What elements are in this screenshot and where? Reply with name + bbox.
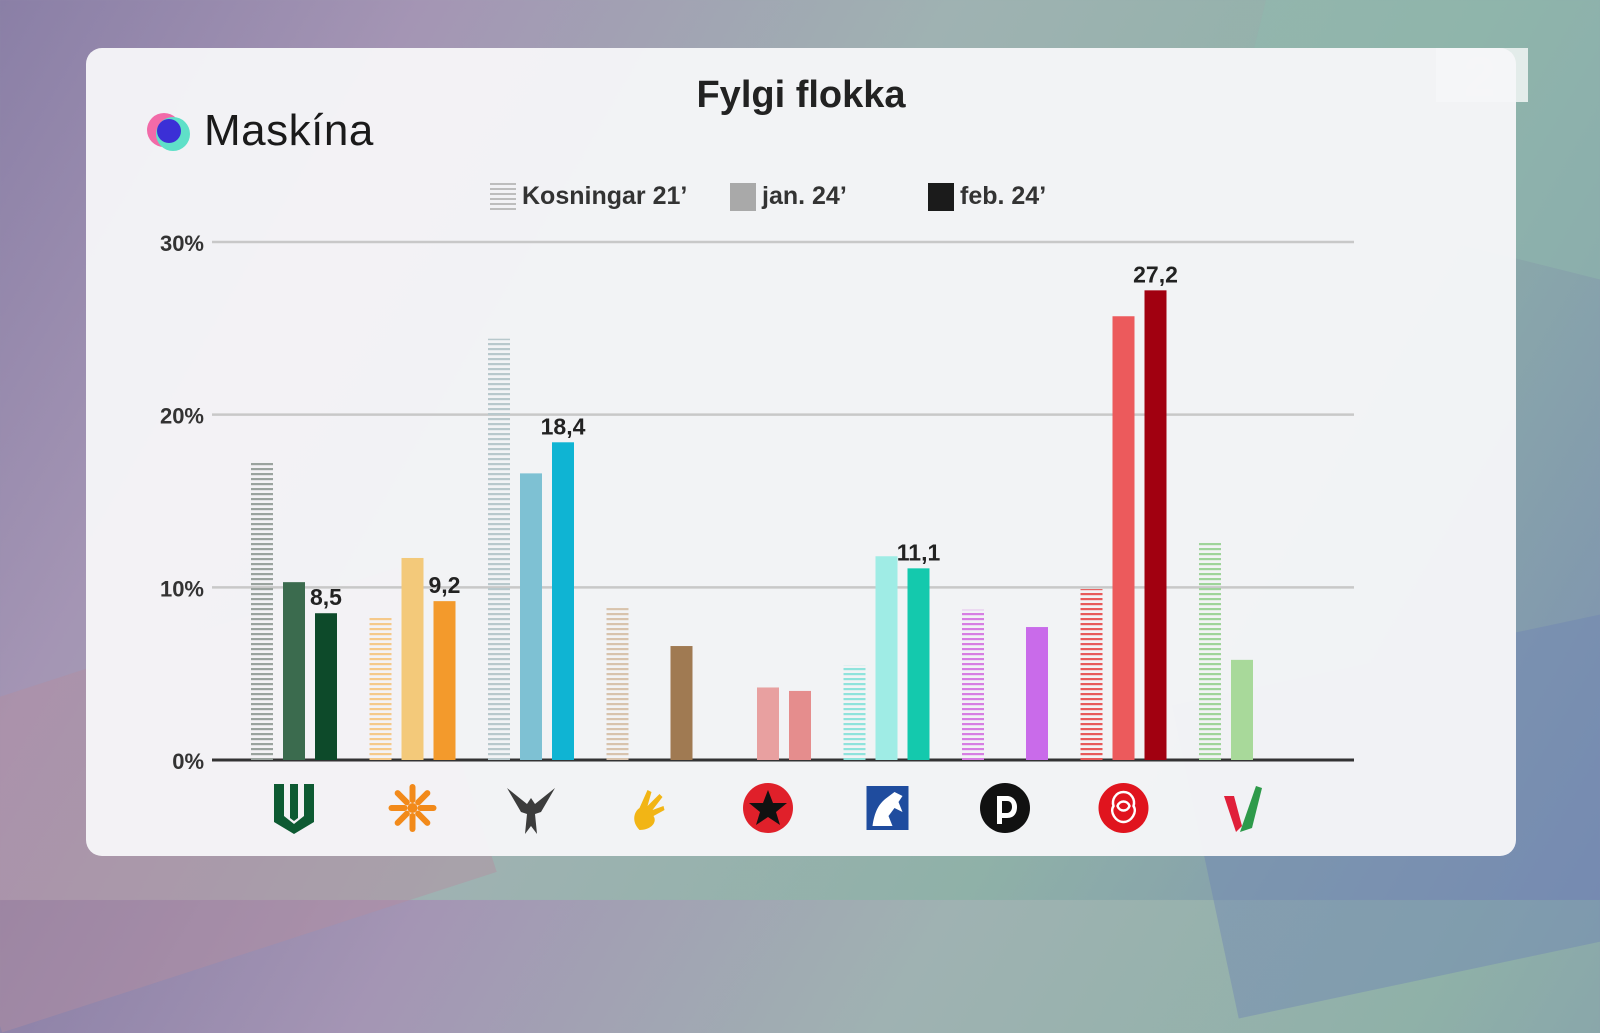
bar [962,609,984,760]
bar [433,601,456,760]
bar [606,608,629,760]
legend-item-kosningar: Kosningar 21’ [490,182,687,211]
bar-chart: 0% 10% 20% 30% 8,5 9,2 18,4 11,1 27,2 [160,231,1354,834]
data-label: 8,5 [310,584,342,610]
chart-title: Fylgi flokka [696,74,906,116]
legend-label: feb. 24’ [960,182,1047,210]
green-book-icon [274,784,314,834]
data-label: 9,2 [429,572,461,598]
bar [1080,589,1103,760]
bar [552,442,574,760]
legend-item-jan: jan. 24’ [730,182,847,211]
bar [875,556,898,760]
bar [1026,627,1048,760]
bar [843,665,866,760]
bar [907,568,930,760]
maskina-logo-icon [147,113,190,151]
green-red-v-icon [1224,786,1262,832]
bar [789,690,811,760]
legend-swatch-light [730,182,756,211]
data-label: 27,2 [1133,261,1178,287]
data-label: 11,1 [897,539,941,565]
red-star-circle-icon [743,783,793,833]
legend-item-feb: feb. 24’ [928,182,1046,211]
maskina-logo: Maskína [146,106,374,156]
y-tick-label: 20% [160,404,204,429]
bar [401,557,424,760]
legend-swatch-hatched [490,182,516,211]
y-tick-label: 30% [160,231,204,256]
bar [251,461,273,760]
bar [1231,659,1253,760]
pirate-circle-icon [980,783,1030,833]
bar [670,646,693,760]
bar [1112,316,1135,760]
bar [1144,290,1167,760]
blue-horse-icon [866,786,909,830]
chart-card: Maskína Fylgi flokka Kosningar 21’ jan. … [86,48,1516,856]
bar [315,613,337,760]
bar [1199,542,1221,760]
bar [520,473,542,760]
data-label: 18,4 [541,413,586,439]
legend: Kosningar 21’ jan. 24’ feb. 24’ [86,182,1516,218]
y-tick-label: 10% [160,576,204,601]
yellow-hand-icon [634,790,665,830]
legend-label: Kosningar 21’ [522,182,688,210]
bar [488,338,510,760]
y-tick-label: 0% [172,749,204,774]
bar [369,616,392,760]
falcon-icon [507,788,555,834]
bar [283,582,305,760]
bar [757,687,779,760]
logo-text: Maskína [204,106,374,155]
orange-asterisk-icon [388,784,437,832]
legend-label: jan. 24’ [762,182,847,210]
legend-swatch-dark [928,182,954,211]
red-rose-icon [1098,783,1149,833]
